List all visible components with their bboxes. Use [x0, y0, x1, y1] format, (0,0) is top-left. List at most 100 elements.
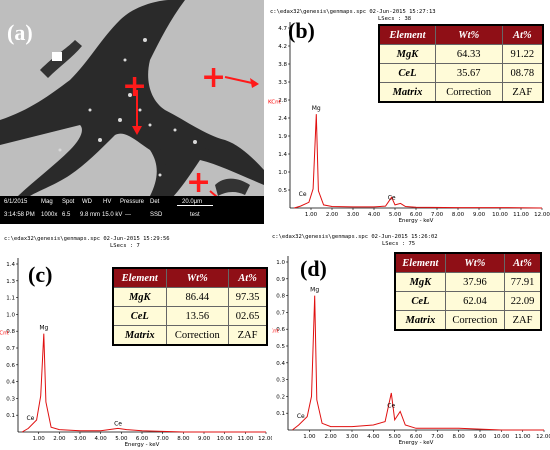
lsecs-b: LSecs : 38 — [378, 16, 412, 22]
table-cell: 37.96 — [444, 272, 506, 292]
peak-label: Mg — [312, 105, 321, 112]
x-axis-label: Energy - keV — [399, 440, 434, 446]
y-axis-unit-label: KCnt — [268, 100, 282, 106]
table-cell: Correction — [444, 310, 506, 331]
y-tick-label: 3.3 — [278, 80, 287, 86]
x-tick-label: 9.00 — [198, 436, 211, 442]
x-tick-label: 10.00 — [217, 436, 233, 442]
table-cell: 97.35 — [228, 287, 268, 307]
x-tick-label: 8.00 — [452, 212, 465, 218]
table-cell: 13.56 — [165, 306, 230, 326]
panel-c-label: (c) — [28, 262, 53, 287]
y-tick-label: 0.6 — [6, 363, 15, 369]
table-row: MgK 64.33 91.22 — [378, 44, 544, 64]
y-tick-label: 4.7 — [278, 26, 287, 32]
table-row: CeL 62.04 22.09 — [394, 291, 542, 311]
table-header-wt: Wt% — [444, 252, 506, 273]
table-cell: 02.65 — [228, 306, 268, 326]
scale-bar-label: 20.0μm — [182, 199, 203, 205]
y-tick-label: 0.2 — [276, 394, 285, 400]
y-tick-label: 0.7 — [276, 310, 285, 316]
y-tick-label: 3.8 — [278, 62, 287, 68]
x-tick-label: 4.00 — [95, 436, 108, 442]
table-header-element: Element — [112, 267, 167, 288]
y-tick-label: 0.1 — [6, 413, 15, 419]
spectrum-chart-b: 0.5 1.0 1.4 1.9 2.4 2.8 3.3 3.8 4.2 4.7 KCnt 1.00 2.… — [268, 22, 550, 224]
sem-info-det-label: Det — [150, 199, 160, 205]
sem-info-pressure-label: Pressure — [120, 199, 145, 205]
scale-bar — [177, 205, 213, 206]
table-row: MgK 86.44 97.35 — [112, 287, 268, 307]
y-axis-unit-label: KCnt — [0, 331, 10, 337]
x-tick-label: 6.00 — [410, 212, 423, 218]
y-tick-label: 0.5 — [278, 188, 287, 194]
y-tick-label: 1.3 — [6, 279, 15, 285]
table-cell: 64.33 — [434, 44, 503, 64]
table-cell: 77.91 — [504, 272, 542, 292]
crosshair-marker-c: + — [122, 69, 148, 104]
y-tick-label: 1.9 — [278, 134, 287, 140]
y-tick-label: 0.5 — [276, 344, 285, 350]
lsecs-c: LSecs : 7 — [110, 243, 140, 249]
sem-info-wd-label: WD — [82, 199, 92, 205]
table-row: CeL 35.67 08.78 — [378, 63, 544, 83]
file-header-c: c:\edax32\genesis\genmaps.spc 02-Jun-201… — [4, 236, 170, 242]
table-cell: Matrix — [394, 310, 446, 331]
x-tick-label: 9.00 — [474, 434, 487, 440]
table-cell: Correction — [165, 325, 230, 346]
panel-b-label: (b) — [288, 18, 315, 43]
table-header-element: Element — [378, 24, 436, 45]
spectrum-chart-d: 0.1 0.2 0.3 0.4 0.5 0.6 0.7 0.8 0.9 1.0 KCnt 1.00 2.… — [272, 256, 550, 446]
table-cell: 22.09 — [504, 291, 542, 311]
x-tick-label: 2.00 — [53, 436, 66, 442]
spectrum-series-line — [294, 114, 543, 209]
x-tick-label: 4.00 — [367, 434, 380, 440]
table-cell: CeL — [112, 306, 167, 326]
y-tick-label: 4.2 — [278, 44, 287, 50]
x-tick-label: 9.00 — [473, 212, 486, 218]
sem-info-det: SSD — [150, 212, 163, 218]
x-tick-label: 1.00 — [303, 434, 316, 440]
crosshair-marker-b: + — [201, 60, 227, 95]
sem-info-mag-label: Mag — [41, 199, 53, 205]
sem-info-mag: 1000x — [41, 212, 58, 218]
y-tick-label: 1.1 — [6, 296, 15, 302]
x-tick-label: 11.00 — [513, 212, 529, 218]
y-tick-label: 0.3 — [6, 396, 15, 402]
y-tick-label: 0.3 — [276, 378, 285, 384]
y-tick-label: 0.4 — [6, 380, 15, 386]
table-cell: ZAF — [501, 82, 544, 103]
spectrum-panel-d: c:\edax32\genesis\genmaps.spc 02-Jun-201… — [272, 226, 550, 450]
x-tick-label: 12.00 — [534, 212, 550, 218]
table-cell: 86.44 — [165, 287, 230, 307]
x-tick-label: 1.00 — [305, 212, 318, 218]
spectrum-series-line — [21, 333, 266, 433]
spectrum-chart-c: 0.1 0.3 0.4 0.6 0.7 0.8 1.0 1.1 1.3 1.4 KCnt 1.00 2.… — [0, 258, 272, 448]
table-row: MgK 37.96 77.91 — [394, 272, 542, 292]
x-tick-label: 5.00 — [389, 434, 402, 440]
x-tick-label: 6.00 — [136, 436, 149, 442]
peak-label: Ce — [388, 194, 396, 201]
x-tick-label: 3.00 — [74, 436, 87, 442]
x-tick-label: 2.00 — [325, 434, 338, 440]
y-tick-label: 0.4 — [276, 361, 285, 367]
table-header-at: At% — [228, 267, 268, 288]
scale-bar-sublabel: test — [190, 212, 200, 218]
x-tick-label: 8.00 — [177, 436, 190, 442]
sem-micrograph-image — [0, 0, 264, 224]
sem-info-date: 6/1/2015 — [4, 199, 28, 205]
lsecs-d: LSecs : 75 — [382, 241, 416, 247]
table-cell: MgK — [112, 287, 167, 307]
peak-label: Mg — [310, 287, 319, 294]
x-axis-label: Energy - keV — [125, 442, 160, 448]
peak-label: Ce — [114, 421, 122, 428]
table-cell: CeL — [378, 63, 436, 83]
x-tick-label: 11.00 — [237, 436, 253, 442]
x-tick-label: 2.00 — [326, 212, 339, 218]
sem-info-bar: 6/1/2015 Mag Spot WD HV Pressure Det 3:1… — [0, 196, 264, 224]
composition-table-b: Element Wt% At% MgK 64.33 91.22 CeL 35.6… — [378, 24, 544, 103]
sem-info-hv-label: HV — [103, 199, 112, 205]
x-tick-label: 3.00 — [346, 434, 359, 440]
sem-info-hv: 15.0 kV — [102, 212, 123, 218]
x-tick-label: 12.00 — [536, 434, 550, 440]
